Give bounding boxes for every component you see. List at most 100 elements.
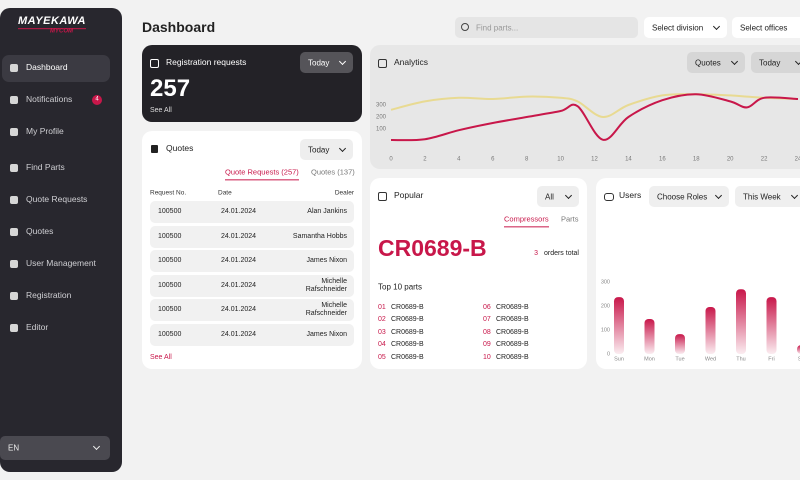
part-name[interactable]: CR0689-B bbox=[391, 353, 424, 361]
quotes-period-label: Today bbox=[308, 144, 330, 154]
x-tick-label: 22 bbox=[761, 157, 768, 163]
column-header: Date bbox=[218, 189, 232, 197]
division-select-label: Select division bbox=[652, 22, 704, 32]
table-row[interactable] bbox=[150, 274, 354, 297]
part-name[interactable]: CR0689-B bbox=[391, 328, 424, 336]
quotes-tab[interactable]: Quotes (137) bbox=[311, 167, 355, 177]
part-name[interactable]: CR0689-B bbox=[391, 316, 424, 324]
nav-icon[interactable] bbox=[10, 196, 18, 204]
table-row[interactable] bbox=[150, 324, 354, 346]
cell-dealer: Alan Jankins bbox=[307, 207, 347, 215]
part-rank: 03 bbox=[378, 328, 386, 336]
nav-item[interactable]: Registration bbox=[26, 290, 72, 301]
bar bbox=[614, 297, 624, 354]
x-tick-label: 18 bbox=[693, 157, 700, 163]
x-tick-label: Mon bbox=[644, 356, 655, 362]
bar bbox=[766, 297, 777, 354]
part-name[interactable]: CR0689-B bbox=[391, 303, 424, 311]
badge bbox=[92, 95, 102, 105]
quotes-icon bbox=[151, 145, 158, 153]
nav-item[interactable]: Quotes bbox=[26, 226, 54, 237]
popular-card bbox=[370, 178, 587, 369]
cell-date: 24.01.2024 bbox=[221, 257, 257, 265]
featured-part: CR0689-B bbox=[378, 234, 487, 261]
part-name[interactable]: CR0689-B bbox=[496, 341, 529, 349]
logo-sub: MYCOM bbox=[50, 28, 73, 35]
popular-filter[interactable] bbox=[537, 186, 579, 207]
popular-filter-label: All bbox=[545, 191, 554, 201]
part-name[interactable]: CR0689-B bbox=[496, 353, 529, 361]
registration-count: 257 bbox=[150, 75, 191, 103]
nav-icon[interactable] bbox=[10, 292, 18, 300]
part-rank: 06 bbox=[483, 303, 491, 311]
popular-title: Popular bbox=[394, 190, 424, 201]
x-tick-label: 16 bbox=[659, 157, 666, 163]
nav-item[interactable]: My Profile bbox=[26, 126, 64, 137]
registration-link[interactable]: See All bbox=[150, 106, 172, 114]
nav-item[interactable]: Notifications bbox=[26, 94, 73, 105]
language-select[interactable] bbox=[0, 436, 110, 460]
table-row[interactable] bbox=[150, 201, 354, 223]
popular-tab[interactable]: Compressors bbox=[504, 215, 549, 227]
x-tick-label: 14 bbox=[625, 157, 632, 163]
nav-item[interactable]: Dashboard bbox=[26, 62, 68, 73]
x-tick-label: Fri bbox=[768, 356, 774, 362]
part-rank: 08 bbox=[483, 328, 491, 336]
nav-item[interactable]: Quote Requests bbox=[26, 194, 88, 205]
y-tick-label: 100 bbox=[601, 327, 610, 333]
quotes-period[interactable] bbox=[300, 139, 353, 160]
part-name[interactable]: CR0689-B bbox=[391, 341, 424, 349]
cell-date: 24.01.2024 bbox=[221, 330, 257, 338]
quotes-link[interactable]: See All bbox=[150, 353, 172, 361]
analytics-title: Analytics bbox=[394, 57, 429, 68]
x-tick-label: Wed bbox=[705, 356, 716, 362]
registration-period[interactable] bbox=[300, 52, 353, 73]
cell-request-no: 100500 bbox=[158, 232, 182, 240]
users-card bbox=[596, 178, 800, 369]
quotes-tab[interactable]: Quote Requests (257) bbox=[225, 168, 299, 180]
search-box[interactable] bbox=[455, 17, 638, 38]
nav-icon[interactable] bbox=[10, 164, 18, 172]
analytics-icon bbox=[378, 59, 387, 68]
table-row[interactable] bbox=[150, 225, 354, 248]
roles-select[interactable] bbox=[649, 186, 729, 207]
nav-icon[interactable] bbox=[10, 96, 18, 104]
table-row[interactable] bbox=[150, 250, 354, 273]
analytics-metric[interactable] bbox=[687, 52, 745, 73]
y-tick-label: 300 bbox=[601, 279, 610, 285]
search-placeholder: Find parts... bbox=[476, 22, 519, 32]
nav-icon[interactable] bbox=[10, 128, 18, 136]
part-rank: 10 bbox=[483, 353, 491, 361]
cell-dealer: Michelle Rafschneider bbox=[305, 302, 347, 318]
list-title: Top 10 parts bbox=[378, 282, 423, 292]
popular-tab[interactable]: Parts bbox=[561, 214, 579, 224]
nav-item[interactable]: Editor bbox=[26, 322, 49, 333]
analytics-metric-label: Quotes bbox=[695, 57, 721, 67]
analytics-period-label: Today bbox=[759, 57, 781, 67]
search-icon bbox=[461, 23, 469, 31]
users-period[interactable] bbox=[735, 186, 800, 207]
nav-icon[interactable] bbox=[10, 324, 18, 332]
x-tick-label: Sat bbox=[798, 356, 800, 362]
analytics-period[interactable] bbox=[751, 52, 800, 73]
quotes-title: Quotes bbox=[166, 143, 194, 154]
x-tick-label: 24 bbox=[795, 157, 800, 163]
division-select[interactable] bbox=[644, 17, 727, 38]
registration-period-label: Today bbox=[308, 57, 330, 67]
table-row[interactable] bbox=[150, 299, 354, 322]
part-name[interactable]: CR0689-B bbox=[496, 303, 529, 311]
nav-icon[interactable] bbox=[10, 228, 18, 236]
nav-icon[interactable] bbox=[10, 260, 18, 268]
bar bbox=[644, 318, 655, 354]
cell-date: 24.01.2024 bbox=[221, 207, 257, 215]
nav-icon[interactable] bbox=[10, 64, 18, 72]
popular-icon bbox=[378, 192, 387, 201]
nav-item[interactable]: Find Parts bbox=[26, 162, 65, 173]
badge-count: 4 bbox=[95, 96, 99, 103]
y-tick-label: 100 bbox=[376, 127, 387, 133]
nav-item[interactable]: User Management bbox=[26, 258, 96, 269]
part-name[interactable]: CR0689-B bbox=[496, 316, 529, 324]
part-name[interactable]: CR0689-B bbox=[496, 328, 529, 336]
offices-select[interactable] bbox=[732, 17, 800, 38]
